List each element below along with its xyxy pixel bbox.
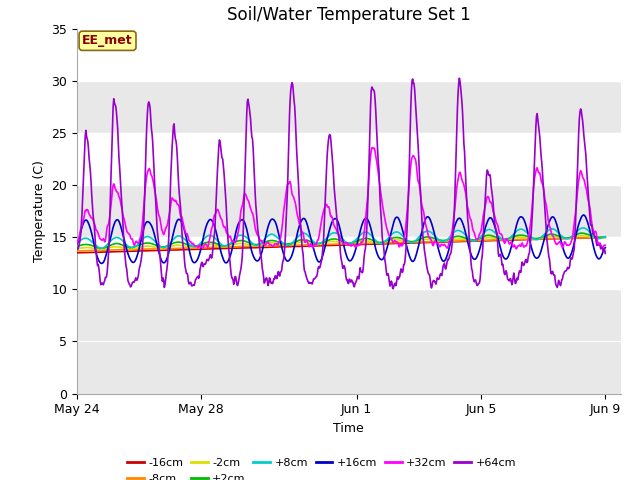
+8cm [579,225,587,231]
Line: -16cm: -16cm [77,237,605,253]
Line: +32cm: +32cm [77,148,605,249]
-16cm [602,234,609,240]
-16cm [144,248,152,253]
Line: -8cm: -8cm [77,238,605,251]
+16cm [602,245,609,251]
-2cm [578,233,586,239]
Line: +8cm: +8cm [77,228,605,248]
Text: EE_met: EE_met [82,34,133,47]
+64cm [180,247,188,253]
+32cm [180,223,188,229]
X-axis label: Time: Time [333,422,364,435]
+64cm [602,251,609,256]
+32cm [144,168,152,173]
+32cm [73,241,81,247]
+8cm [73,239,81,245]
Line: +16cm: +16cm [77,215,605,264]
-16cm [347,242,355,248]
+2cm [134,243,141,249]
+32cm [602,242,609,248]
-8cm [391,240,399,246]
-8cm [602,235,609,240]
+64cm [133,277,141,283]
+2cm [180,240,188,246]
+16cm [97,261,105,266]
+8cm [602,234,609,240]
+32cm [477,226,485,232]
-2cm [73,245,81,251]
+8cm [145,234,152,240]
+64cm [478,254,486,260]
Legend: -16cm, -8cm, -2cm, +2cm, +8cm, +16cm, +32cm, +64cm: -16cm, -8cm, -2cm, +2cm, +8cm, +16cm, +3… [123,454,520,480]
+32cm [513,246,520,252]
+8cm [348,240,355,246]
+32cm [392,239,399,245]
+16cm [180,227,188,233]
Bar [77,29,621,81]
Bar [77,237,621,289]
+8cm [180,236,188,242]
-16cm [73,250,81,256]
-2cm [145,243,152,249]
-8cm [180,245,188,251]
-16cm [391,240,399,246]
+64cm [392,283,399,288]
+64cm [456,75,463,81]
+32cm [347,243,355,249]
+16cm [392,215,399,221]
+8cm [392,229,399,235]
-2cm [180,243,188,249]
+2cm [392,235,399,240]
Line: +64cm: +64cm [77,78,605,289]
+2cm [145,240,152,246]
+32cm [133,240,141,245]
+32cm [369,145,376,151]
-2cm [602,234,609,240]
-2cm [96,247,104,252]
+2cm [578,230,586,236]
-2cm [348,240,355,246]
+64cm [347,279,355,285]
+16cm [580,212,588,218]
-8cm [477,238,484,243]
-16cm [180,247,188,252]
-8cm [133,246,141,252]
+16cm [134,251,141,257]
+8cm [134,242,141,248]
+2cm [97,245,104,251]
+16cm [348,257,355,263]
+2cm [477,235,485,240]
+64cm [73,245,81,251]
+8cm [97,245,105,251]
-2cm [392,237,399,243]
-8cm [347,241,355,247]
+64cm [144,101,152,107]
+2cm [602,234,609,240]
-16cm [133,248,141,254]
+2cm [73,243,81,249]
-2cm [134,245,141,251]
Bar [77,133,621,185]
Line: -2cm: -2cm [77,236,605,250]
Line: +2cm: +2cm [77,233,605,248]
-8cm [73,248,81,254]
+64cm [389,286,397,292]
+2cm [348,240,355,246]
-8cm [144,246,152,252]
-16cm [477,238,484,244]
+16cm [145,219,152,225]
-2cm [477,236,485,241]
+8cm [477,233,485,239]
+16cm [477,240,485,246]
Y-axis label: Temperature (C): Temperature (C) [33,160,45,262]
+16cm [73,241,81,247]
Title: Soil/Water Temperature Set 1: Soil/Water Temperature Set 1 [227,6,470,24]
